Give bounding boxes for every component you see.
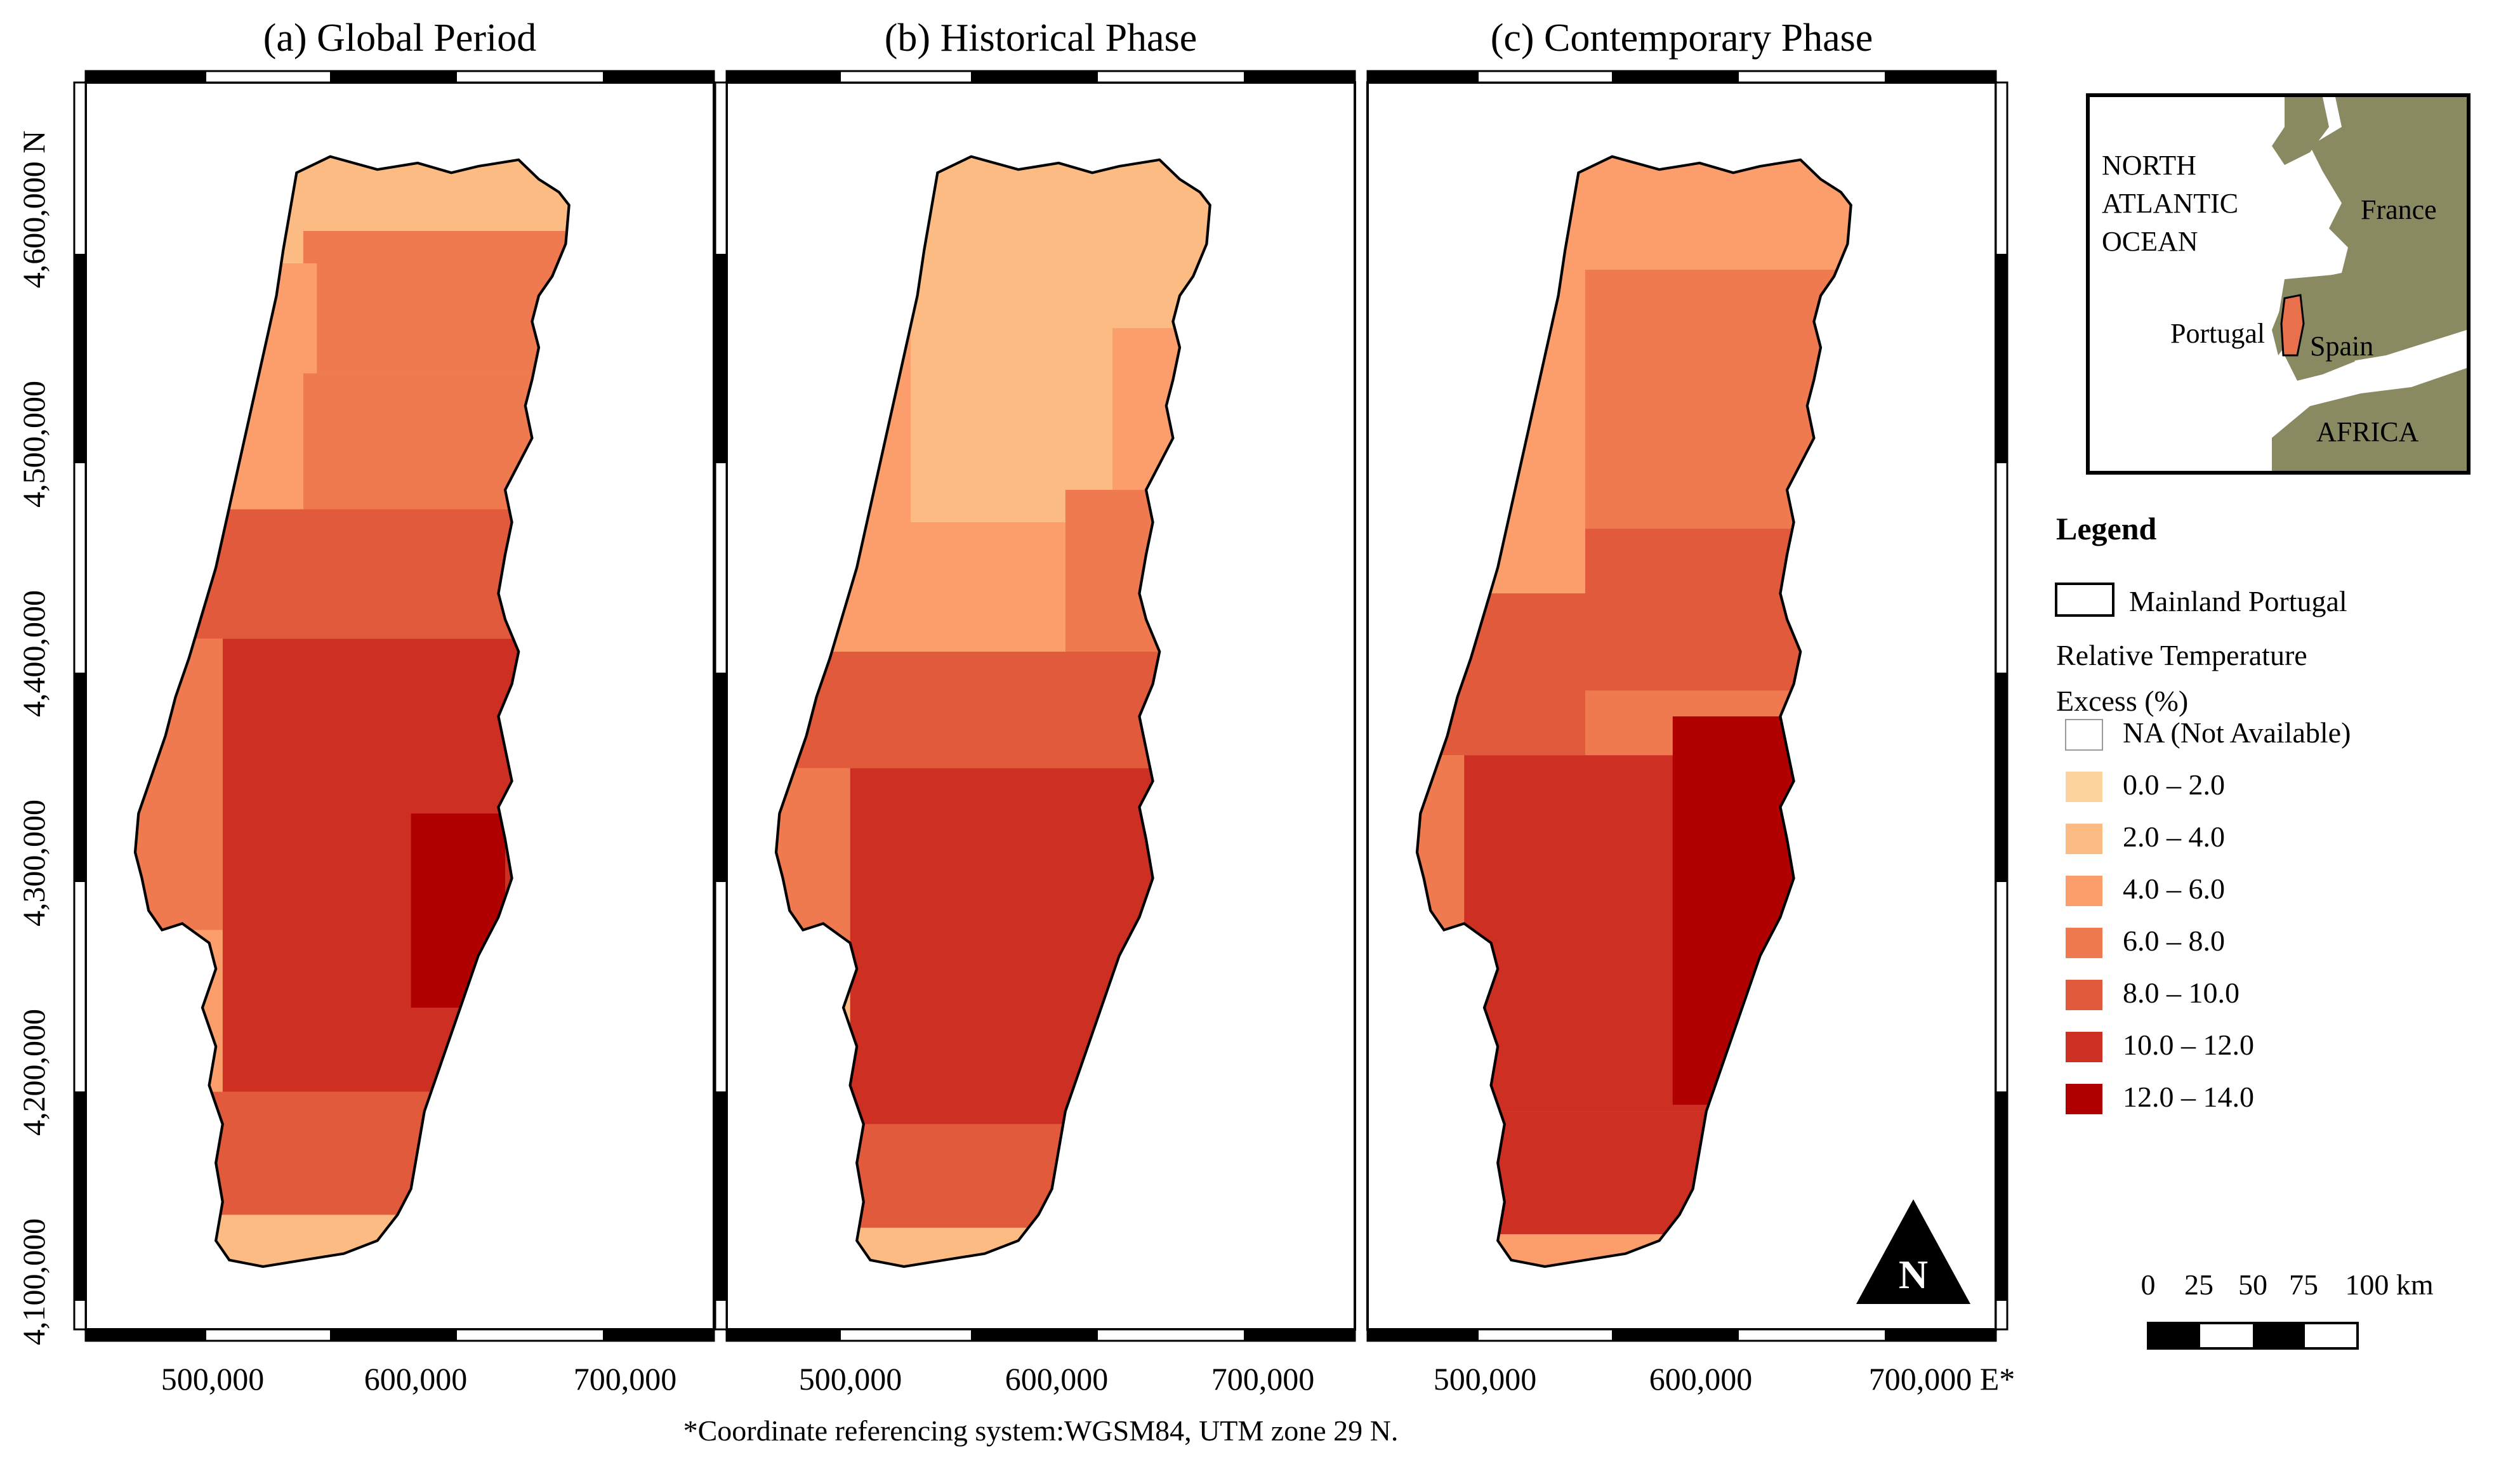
x-tick-label: 700,000 E* [1869,1361,2015,1397]
legend-class-label: 8.0 – 10.0 [2123,977,2240,1009]
y-tick-label: 4,500,000 [16,381,51,508]
legend-swatch [2066,1084,2102,1114]
x-axis: 500,000 600,000 700,000 500,000 600,000 … [161,1361,2015,1397]
inset-label-ocean: NORTH [2102,150,2196,181]
map-panel-c: N [1366,70,2009,1342]
legend-boundary-swatch [2055,583,2114,617]
map-panel-b [714,70,1356,1342]
inset-uk [2272,97,2329,165]
scale-label: 75 [2289,1268,2318,1301]
scale-label: 50 [2238,1268,2267,1301]
inset-map: NORTH ATLANTIC OCEAN France Portugal Spa… [2086,93,2471,475]
panel-title-c: (c) Contemporary Phase [1491,16,1873,60]
legend-class-label: 6.0 – 8.0 [2123,925,2225,957]
inset-label-portugal: Portugal [2170,318,2265,349]
crs-footnote: *Coordinate referencing system:WGSM84, U… [683,1414,1399,1447]
x-tick-label: 500,000 [799,1361,902,1397]
legend-swatch [2066,824,2102,854]
x-tick-label: 600,000 [364,1361,468,1397]
x-tick-label: 500,000 [1434,1361,1537,1397]
legend-swatch [2066,980,2102,1010]
y-axis: 4,100,000 4,200,000 4,300,000 4,400,000 … [16,131,51,1345]
legend-title: Legend [2056,511,2157,546]
y-tick-label: 4,300,000 [16,800,51,926]
inset-label-spain: Spain [2310,331,2373,362]
legend-classes: NA (Not Available) 0.0 – 2.0 2.0 – 4.0 4.0 … [2065,716,2351,1114]
legend-boundary-label: Mainland Portugal [2129,585,2347,617]
inset-label-africa: AFRICA [2316,416,2419,447]
y-tick-label: 4,200,000 [16,1009,51,1136]
legend-swatch [2066,772,2102,802]
scale-label: 100 km [2345,1268,2434,1301]
inset-label-ocean: ATLANTIC [2102,188,2238,219]
inset-label-france: France [2361,194,2437,225]
legend-class-label: 10.0 – 12.0 [2123,1029,2254,1061]
scale-label: 0 [2141,1268,2156,1301]
legend-swatch [2066,1032,2102,1062]
inset-label-ocean: OCEAN [2102,226,2198,257]
legend-class-label: 2.0 – 4.0 [2123,820,2225,853]
y-tick-label: 4,400,000 [16,590,51,717]
map-panel-a [73,70,715,1342]
y-tick-label: 4,600,000 N [16,131,51,289]
legend-class-label: 12.0 – 14.0 [2123,1081,2254,1113]
inset-portugal [2280,294,2305,357]
panel-title-b: (b) Historical Phase [885,16,1197,60]
x-tick-label: 600,000 [1005,1361,1109,1397]
legend-class-label: 4.0 – 6.0 [2123,873,2225,905]
north-arrow-label: N [1899,1252,1928,1297]
inset-africa [2272,368,2467,471]
legend-class-label: 0.0 – 2.0 [2123,768,2225,801]
x-tick-label: 700,000 [574,1361,677,1397]
y-tick-label: 4,100,000 [16,1218,51,1345]
legend-class-label: NA (Not Available) [2123,716,2351,749]
legend: Legend Mainland Portugal Relative Temper… [2055,511,2351,1114]
x-tick-label: 500,000 [161,1361,265,1397]
legend-swatch [2066,928,2102,958]
scale-bar: 0 25 50 75 100 km [2141,1268,2434,1350]
inset-iberia [2278,273,2386,381]
scale-label: 25 [2184,1268,2213,1301]
x-tick-label: 700,000 [1211,1361,1315,1397]
legend-variable-label: Excess (%) [2056,685,2188,717]
north-arrow: N [1856,1199,1970,1304]
panel-title-a: (a) Global Period [263,16,536,60]
x-tick-label: 600,000 [1649,1361,1753,1397]
legend-variable-label: Relative Temperature [2056,639,2307,671]
legend-swatch [2065,719,2103,751]
legend-swatch [2066,876,2102,906]
